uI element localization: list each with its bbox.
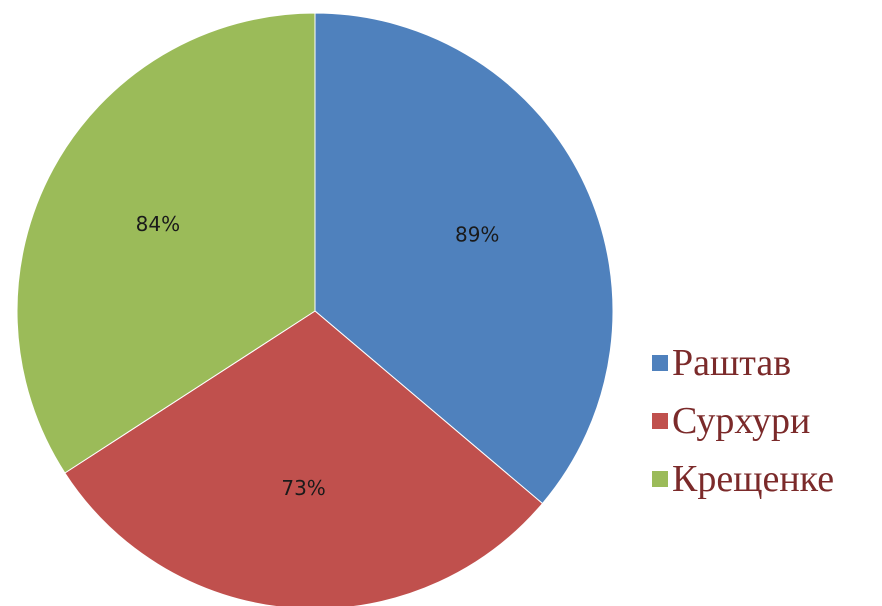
pie-slice-1: [314, 12, 614, 505]
pie-slice-3: [16, 12, 316, 474]
legend-label: Сурхури: [672, 400, 810, 442]
data-label: 89%: [455, 222, 499, 246]
pie-slices: [16, 12, 614, 606]
legend-label: Раштав: [672, 342, 791, 384]
legend-swatch-1: [652, 355, 668, 371]
data-label: 84%: [136, 212, 180, 236]
legend-swatch-2: [652, 413, 668, 429]
legend-swatch-3: [652, 471, 668, 487]
data-label: 73%: [281, 476, 325, 500]
legend: Раштав Сурхури Крещенке: [652, 342, 834, 500]
legend-label: Крещенке: [672, 458, 834, 500]
data-labels: 89% 73% 84%: [136, 212, 500, 500]
pie-slice-2: [64, 310, 544, 606]
